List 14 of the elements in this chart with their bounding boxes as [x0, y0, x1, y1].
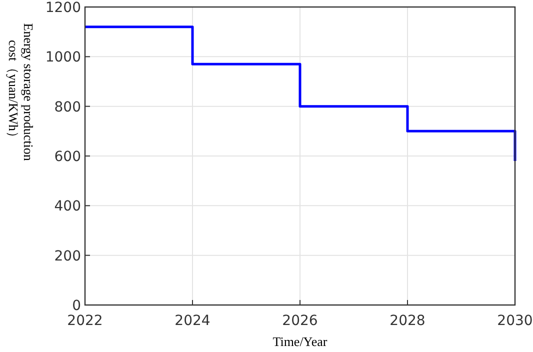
x-tick-label: 2022 — [67, 313, 103, 329]
x-axis-title: Time/Year — [272, 334, 328, 349]
y-tick-label: 1200 — [45, 0, 81, 16]
y-axis-title: Energy storage production cost（yuan/KWh） — [6, 23, 36, 162]
x-tick-label: 2024 — [174, 313, 210, 329]
y-tick-label: 600 — [54, 149, 81, 165]
y-tick-label: 400 — [54, 198, 81, 215]
y-tick-label: 1000 — [45, 50, 81, 66]
y-tick-label: 800 — [54, 99, 81, 116]
x-tick-label: 2030 — [497, 313, 533, 329]
y-tick-label: 0 — [72, 298, 81, 314]
x-tick-label: 2028 — [390, 313, 426, 329]
y-tick-label: 200 — [54, 248, 81, 264]
x-tick-label: 2026 — [282, 313, 318, 329]
